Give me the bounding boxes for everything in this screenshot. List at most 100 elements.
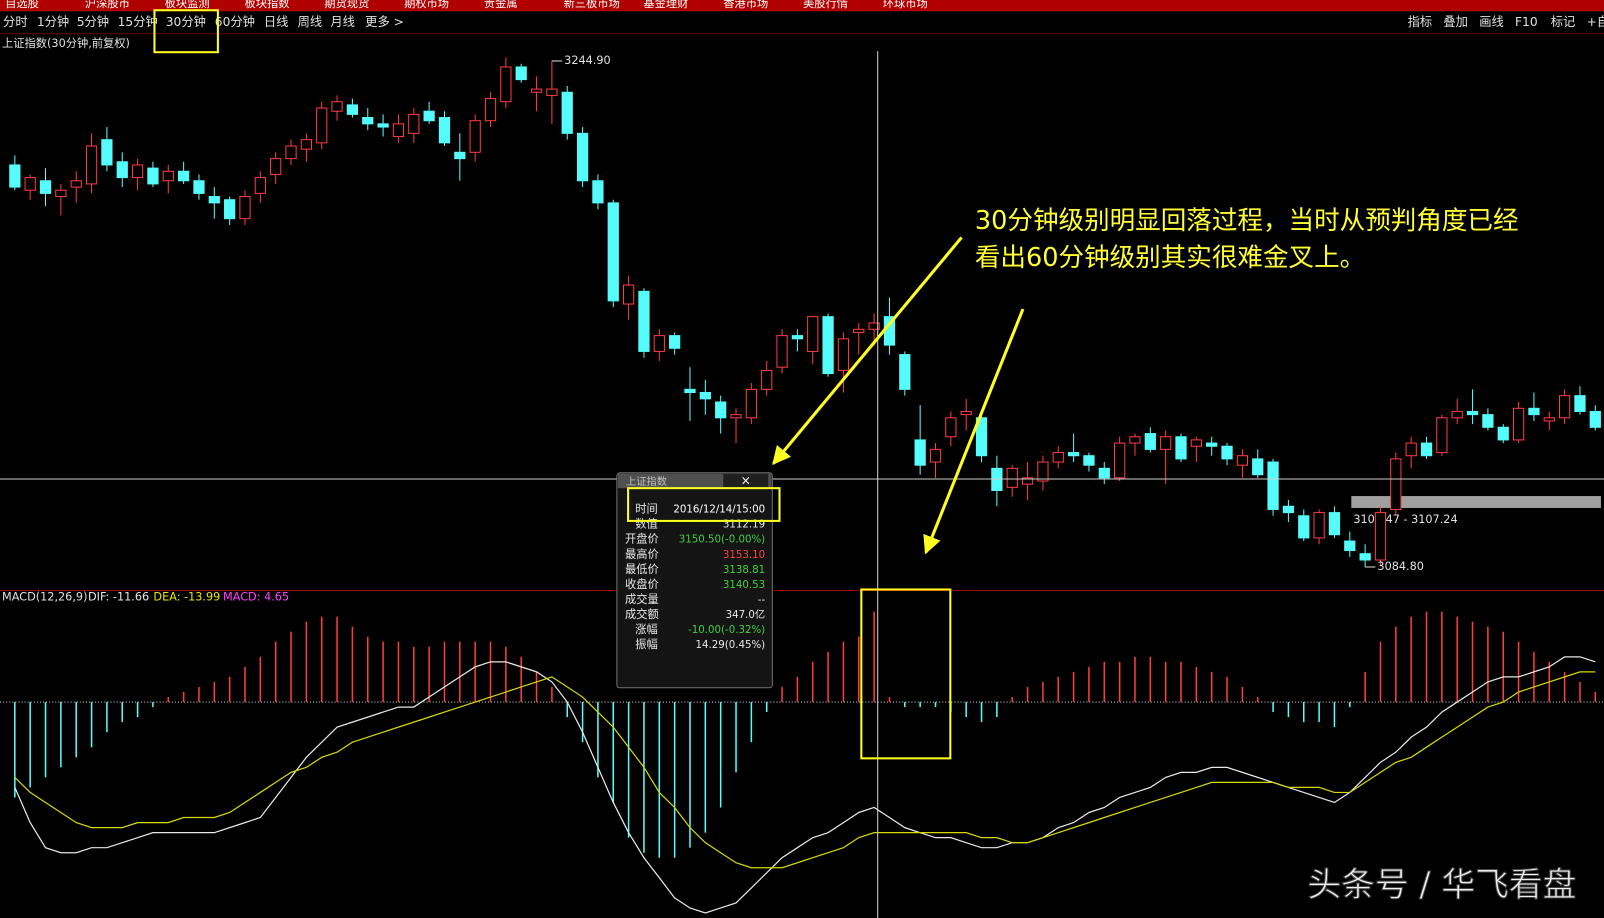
tooltip-value: 347.0亿	[726, 608, 765, 621]
close-button-bg[interactable]	[723, 473, 769, 488]
period-tab[interactable]: 月线	[330, 15, 355, 29]
candle-body	[1021, 477, 1034, 485]
candle-body	[9, 164, 21, 188]
tool-button[interactable]: +自	[1587, 15, 1604, 29]
candle-body	[300, 139, 313, 150]
candle-body	[1067, 452, 1080, 457]
menu-item[interactable]: 自选股	[5, 0, 39, 10]
candle-body	[1083, 455, 1095, 466]
close-button[interactable]: ×	[741, 474, 751, 488]
candle-body	[1420, 442, 1433, 457]
candle-body	[392, 123, 405, 138]
tool-button[interactable]: 标记	[1551, 15, 1576, 29]
menu-item[interactable]: 沪深股市	[85, 0, 130, 10]
candle-body	[1313, 512, 1325, 539]
candle-body	[822, 316, 834, 375]
candle-body	[469, 120, 481, 153]
tooltip-value: 2016/12/14/15:00	[673, 505, 765, 516]
candle-body	[101, 139, 113, 166]
candle-body	[776, 335, 788, 368]
period-tab[interactable]: 60分钟	[215, 14, 255, 29]
annotation: 30分钟级别明显回落过程，当时从预判角度已经	[975, 206, 1519, 236]
candle-body	[1298, 515, 1310, 539]
candle-body	[1390, 458, 1402, 510]
candle-body	[561, 91, 573, 134]
candle-body	[70, 180, 82, 188]
menu-item[interactable]: 板块监测	[165, 0, 210, 10]
candle-body	[1451, 410, 1463, 419]
period-tab[interactable]: 更多 >	[365, 15, 404, 29]
candle-body	[960, 410, 972, 416]
watermark: 头条号 / 华飞看盘	[1307, 865, 1576, 904]
menu-item[interactable]: 基金理财	[643, 0, 688, 10]
candle-body	[607, 202, 619, 302]
period-tab[interactable]: 5分钟	[77, 14, 109, 29]
candle-body	[853, 328, 865, 333]
candle-body	[546, 88, 558, 96]
candle-body	[1374, 512, 1387, 561]
tooltip-value: 3112.19	[723, 520, 765, 531]
tooltip-label: 成交额	[625, 607, 659, 621]
candle-body	[1052, 452, 1064, 463]
candle-body	[1328, 512, 1341, 536]
candle-body	[1221, 445, 1233, 460]
candle-body	[576, 132, 589, 182]
arrow	[923, 308, 1025, 555]
candle-body	[929, 448, 942, 463]
extreme-label: 3084.80	[1377, 560, 1424, 573]
period-tab[interactable]: 分时	[3, 15, 28, 29]
tooltip: 上证指数 × 时间 2016/12/14/15:00 数值 3112.19 开盘价 315…	[616, 472, 773, 689]
tooltip-value: 3138.81	[723, 565, 765, 576]
period-tab[interactable]: 日线	[264, 15, 289, 29]
highlight-box	[153, 9, 219, 54]
tooltip-title: 上证指数	[626, 475, 667, 488]
highlight-box	[860, 588, 952, 760]
period-tab[interactable]: 周线	[298, 15, 323, 29]
tooltip-label: 时间	[635, 503, 658, 516]
candle-body	[515, 66, 527, 81]
candle-body	[1497, 426, 1509, 441]
candle-body	[1160, 436, 1172, 450]
period-tab[interactable]: 15分钟	[118, 14, 158, 29]
candle-body	[1175, 436, 1187, 460]
menu-item[interactable]: 贵金属	[484, 0, 518, 10]
candle-body	[730, 414, 742, 419]
candle-body	[1543, 417, 1555, 422]
candle-body	[438, 117, 451, 144]
menu-item[interactable]: 板块指数	[244, 0, 289, 10]
menu-item[interactable]: 美股行情	[803, 0, 848, 10]
tool-button[interactable]: 叠加	[1443, 15, 1468, 29]
candle-body	[1482, 414, 1494, 428]
candle-body	[224, 199, 236, 220]
menu-item[interactable]: 新三板市场	[564, 0, 620, 10]
candle-body	[1344, 540, 1356, 552]
arrow	[772, 236, 963, 466]
candle-body	[1282, 505, 1295, 514]
candle-body	[85, 145, 98, 185]
tooltip-value: --	[758, 595, 766, 606]
candle-body	[791, 335, 804, 340]
tooltip-value: 3140.53	[723, 580, 765, 591]
period-tab[interactable]: 30分钟	[166, 14, 206, 29]
menu-item[interactable]: 香港市场	[723, 0, 768, 10]
candle-body	[55, 189, 67, 198]
menu-item[interactable]: 环球市场	[883, 0, 928, 10]
menu-item[interactable]: 期权市场	[404, 0, 449, 10]
candle-body	[454, 151, 466, 160]
period-tab[interactable]: 1分钟	[37, 14, 69, 29]
tool-button[interactable]: 指标	[1408, 14, 1433, 29]
candle-body	[622, 284, 635, 305]
candle-body	[116, 161, 128, 179]
tooltip-label: 最低价	[625, 563, 659, 576]
tool-button[interactable]: F10	[1515, 15, 1538, 29]
tool-button[interactable]: 画线	[1479, 15, 1504, 29]
menu-item[interactable]: 期货现货	[324, 0, 369, 10]
candle-body	[638, 290, 650, 352]
candle-body	[1114, 442, 1126, 479]
tooltip-value: 14.29(0.45%)	[695, 640, 765, 651]
candle-body	[653, 335, 665, 352]
price-panel: 3103.47 - 3107.24 3244.90 3084.80	[9, 54, 1601, 573]
candle-body	[868, 322, 880, 330]
tooltip-label: 涨幅	[635, 623, 658, 636]
